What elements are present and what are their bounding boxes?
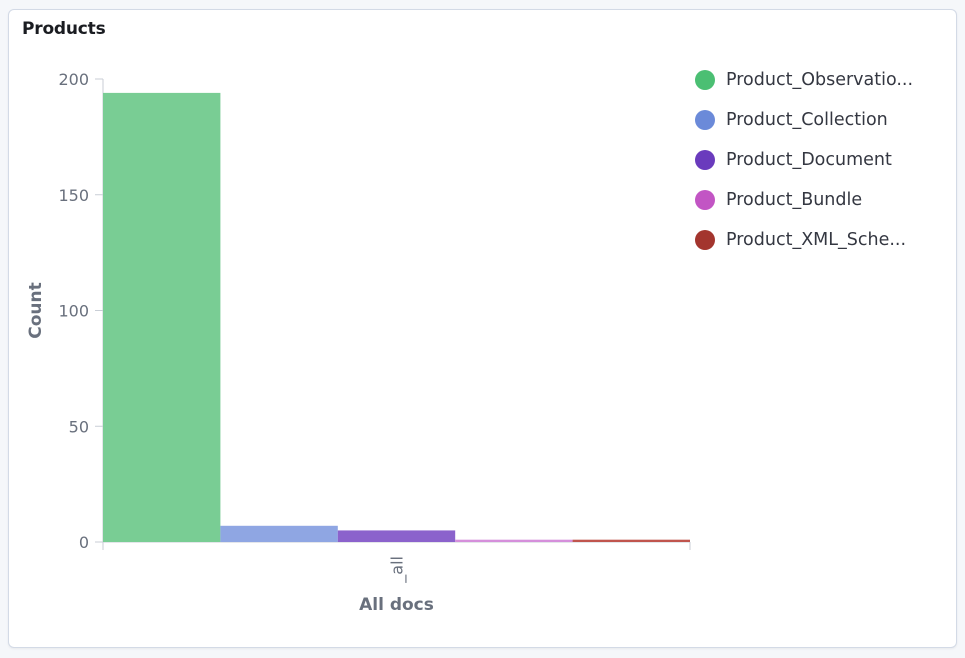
legend-label: Product_Document xyxy=(726,150,892,170)
y-axis: 0 50 100 150 200 xyxy=(58,70,104,552)
legend-color-dot xyxy=(695,230,715,250)
y-tick-label: 150 xyxy=(58,186,89,205)
legend-item[interactable]: Product_Bundle xyxy=(695,180,940,220)
legend-item[interactable]: Product_Observatio... xyxy=(695,60,940,100)
x-tick-label: _all xyxy=(388,556,408,584)
bar-product-bundle[interactable] xyxy=(455,539,573,542)
bar-product-xml-schema[interactable] xyxy=(572,539,690,542)
legend-label: Product_Collection xyxy=(726,110,888,130)
y-tick-label: 50 xyxy=(69,417,89,436)
bars-group xyxy=(103,92,690,542)
legend-item[interactable]: Product_Collection xyxy=(695,100,940,140)
legend-color-dot xyxy=(695,150,715,170)
legend-item[interactable]: Product_Document xyxy=(695,140,940,180)
x-axis: _all xyxy=(102,541,691,584)
legend-label: Product_Bundle xyxy=(726,190,863,210)
y-tick-label: 0 xyxy=(79,533,89,552)
bar-product-observational[interactable] xyxy=(103,92,221,542)
legend: Product_Observatio... Product_Collection P… xyxy=(695,60,940,260)
y-axis-title: Count xyxy=(26,282,46,339)
panel-title: Products xyxy=(22,19,106,39)
y-tick-label: 100 xyxy=(58,302,89,321)
legend-label: Product_Observatio... xyxy=(726,70,914,90)
x-axis-title: All docs xyxy=(359,595,434,615)
legend-color-dot xyxy=(695,190,715,210)
bar-product-collection[interactable] xyxy=(220,525,338,542)
legend-label: Product_XML_Sche... xyxy=(726,230,907,250)
y-tick-label: 200 xyxy=(58,70,89,89)
legend-color-dot xyxy=(695,70,715,90)
legend-color-dot xyxy=(695,110,715,130)
legend-item[interactable]: Product_XML_Sche... xyxy=(695,220,940,260)
bar-product-document[interactable] xyxy=(337,530,456,542)
